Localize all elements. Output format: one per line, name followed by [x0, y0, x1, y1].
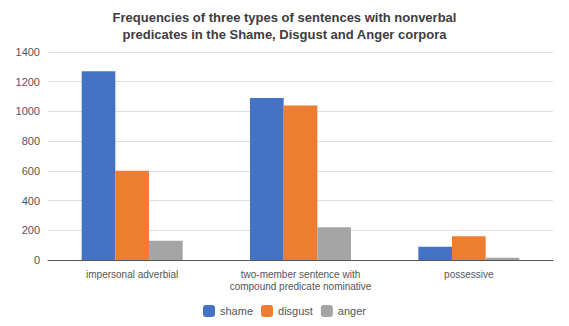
- svg-text:1400: 1400: [16, 46, 40, 58]
- svg-text:1200: 1200: [16, 76, 40, 88]
- svg-text:1000: 1000: [16, 105, 40, 117]
- svg-text:compound predicate nominative: compound predicate nominative: [230, 281, 372, 292]
- svg-text:impersonal adverbial: impersonal adverbial: [86, 269, 178, 280]
- svg-text:Frequencies of three types of: Frequencies of three types of sentences …: [113, 10, 457, 25]
- svg-text:shame: shame: [220, 305, 253, 317]
- svg-text:two-member sentence with: two-member sentence with: [241, 269, 361, 280]
- svg-text:anger: anger: [338, 305, 366, 317]
- svg-text:600: 600: [22, 165, 40, 177]
- svg-text:possessive: possessive: [444, 269, 494, 280]
- svg-text:predicates in the Shame, Disgu: predicates in the Shame, Disgust and Ang…: [123, 27, 448, 42]
- svg-text:400: 400: [22, 195, 40, 207]
- svg-text:800: 800: [22, 135, 40, 147]
- svg-text:0: 0: [34, 254, 40, 266]
- svg-text:200: 200: [22, 224, 40, 236]
- svg-text:disgust: disgust: [278, 305, 313, 317]
